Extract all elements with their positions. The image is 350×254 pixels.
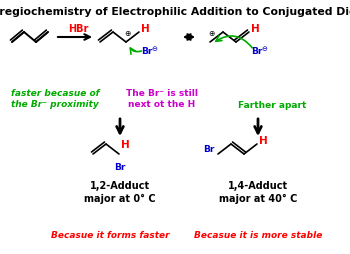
Text: H: H — [121, 140, 130, 150]
Text: The regiochemistry of Electrophilic Addition to Conjugated Dienes: The regiochemistry of Electrophilic Addi… — [0, 7, 350, 17]
Text: Farther apart: Farther apart — [238, 102, 306, 110]
Text: H: H — [259, 136, 268, 146]
Text: H: H — [141, 24, 150, 34]
Text: Becasue it forms faster: Becasue it forms faster — [51, 231, 169, 241]
Text: HBr: HBr — [68, 24, 88, 34]
Text: ⊕: ⊕ — [124, 28, 130, 38]
Text: major at 0° C: major at 0° C — [84, 194, 156, 204]
Text: H: H — [251, 24, 260, 34]
Text: The Br⁻ is still
next ot the H: The Br⁻ is still next ot the H — [126, 89, 198, 109]
Text: Br: Br — [114, 164, 126, 172]
Text: ⊖: ⊖ — [261, 46, 267, 52]
Text: ⊖: ⊖ — [151, 46, 157, 52]
Text: 1,2-Adduct: 1,2-Adduct — [90, 181, 150, 191]
Text: 1,4-Adduct: 1,4-Adduct — [228, 181, 288, 191]
Text: major at 40° C: major at 40° C — [219, 194, 297, 204]
Text: Br: Br — [204, 145, 215, 153]
Text: ⊕: ⊕ — [208, 28, 214, 38]
Text: Becasue it is more stable: Becasue it is more stable — [194, 231, 322, 241]
Text: Br: Br — [251, 47, 262, 56]
Text: Br: Br — [141, 47, 152, 56]
Text: faster becasue of
the Br⁻ proximity: faster becasue of the Br⁻ proximity — [11, 89, 99, 109]
